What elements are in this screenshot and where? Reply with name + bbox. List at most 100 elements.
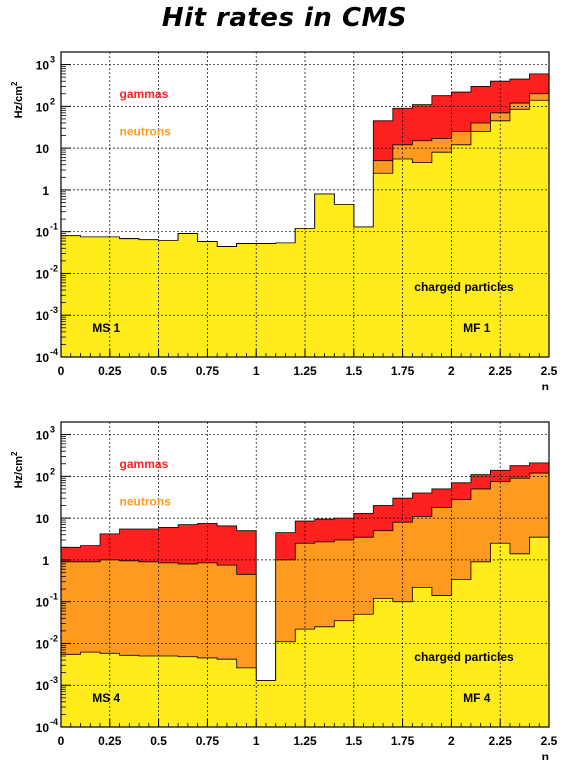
legend-neutrons: neutrons	[120, 495, 172, 509]
legend: gammas neutrons charged particles	[120, 457, 514, 664]
bar-charged-particles-0	[61, 235, 81, 357]
station-label-mf: MF 4	[463, 691, 491, 705]
bar-charged-particles-9	[236, 667, 257, 727]
y-tick-exp: -1	[50, 222, 58, 232]
bar-charged-particles-1	[80, 236, 101, 357]
series-charged-particles	[61, 87, 550, 358]
bar-charged-particles-13	[314, 193, 335, 357]
outline-charged-particles	[61, 87, 550, 247]
x-tick-label-5: 1.25	[293, 364, 317, 378]
x-tick-label-1: 0.25	[98, 364, 122, 378]
x-tick-label-4: 1	[253, 734, 260, 748]
bar-charged-particles-8	[217, 659, 237, 727]
y-axis-label: Hz/cm2	[10, 81, 25, 118]
x-tick-label-0: 0	[58, 364, 65, 378]
y-tick-base: 10	[36, 351, 50, 365]
bar-charged-particles-3	[119, 655, 140, 727]
legend-charged-particles: charged particles	[414, 280, 514, 294]
x-tick-label-9: 2.25	[489, 364, 513, 378]
y-tick-label-4: 10 -1	[36, 222, 58, 240]
series-charged-particles	[61, 522, 550, 727]
bar-charged-particles-15	[353, 226, 374, 357]
y-tick-exp: -4	[50, 717, 58, 727]
y-tick-exp: 2	[50, 96, 55, 106]
y-tick-label-3: 1	[42, 184, 49, 198]
x-axis: 0 0.25 0.5 0.75 1 1.25 1.5 1.75 2 2.25 2.5 η	[58, 349, 558, 390]
bar-charged-particles-22	[490, 120, 510, 357]
x-tick-label-3: 0.75	[196, 734, 220, 748]
bar-charged-particles-21	[470, 561, 491, 727]
y-tick-label-7: 10 -4	[36, 717, 58, 735]
x-tick-label-9: 2.25	[489, 734, 513, 748]
bar-charged-particles-3	[119, 238, 140, 357]
bar-charged-particles-20	[451, 579, 471, 727]
gridlines	[61, 52, 549, 357]
y-tick-label-2: 10	[36, 142, 50, 156]
y-tick-base: 1	[42, 184, 49, 198]
y-tick-base: 10	[36, 596, 50, 610]
y-tick-base: 10	[36, 679, 50, 693]
y-tick-exp: -2	[50, 633, 58, 643]
y-tick-base: 10	[36, 470, 50, 484]
x-tick-label-2: 0.5	[150, 364, 167, 378]
legend-gammas: gammas	[120, 87, 169, 101]
x-tick-label-10: 2.5	[541, 364, 558, 378]
bar-charged-particles-16	[373, 598, 393, 727]
bar-charged-particles-20	[451, 144, 471, 357]
bar-charged-particles-15	[353, 614, 374, 727]
x-tick-label-3: 0.75	[196, 364, 220, 378]
y-tick-label-6: 10 -3	[36, 675, 58, 693]
y-tick-base: 10	[36, 267, 50, 281]
x-tick-label-1: 0.25	[98, 734, 122, 748]
bar-charged-particles-6	[178, 656, 198, 727]
x-tick-label-10: 2.5	[541, 734, 558, 748]
outline-neutrons	[61, 468, 550, 681]
x-axis-label: η	[542, 380, 549, 390]
x-tick-label-4: 1	[253, 364, 260, 378]
bar-charged-particles-1	[80, 652, 101, 727]
bar-charged-particles-4	[139, 656, 159, 727]
y-tick-exp: -3	[50, 305, 58, 315]
bar-charged-particles-13	[314, 626, 335, 727]
bar-charged-particles-14	[334, 620, 354, 727]
x-tick-label-7: 1.75	[391, 734, 415, 748]
bar-charged-particles-6	[178, 233, 198, 357]
y-tick-base: 10	[36, 226, 50, 240]
x-tick-label-6: 1.5	[345, 734, 362, 748]
y-tick-base: 10	[36, 512, 50, 526]
bar-charged-particles-16	[373, 173, 393, 357]
bar-charged-particles-17	[392, 601, 413, 727]
y-tick-base: 10	[36, 100, 50, 114]
bar-charged-particles-18	[412, 162, 432, 357]
bar-charged-particles-23	[509, 553, 530, 727]
y-tick-exp: 3	[50, 425, 55, 435]
y-tick-exp: 2	[50, 466, 55, 476]
y-axis-label: Hz/cm2	[10, 451, 25, 488]
y-tick-label-7: 10 -4	[36, 347, 58, 365]
y-tick-exp: -2	[50, 263, 58, 273]
gridlines	[61, 422, 549, 727]
y-tick-label-5: 10 -2	[36, 263, 58, 281]
outline-charged-particles	[61, 522, 550, 681]
bar-charged-particles-4	[139, 239, 159, 357]
y-tick-label-3: 1	[42, 554, 49, 568]
legend-neutrons: neutrons	[120, 125, 172, 139]
y-tick-label-1: 10 2	[36, 96, 55, 114]
y-tick-label-4: 10 -1	[36, 592, 58, 610]
y-tick-label-2: 10	[36, 512, 50, 526]
legend-gammas: gammas	[120, 457, 169, 471]
y-tick-exp: 3	[50, 55, 55, 65]
bar-charged-particles-7	[197, 657, 218, 727]
bar-charged-particles-10	[256, 243, 276, 357]
y-tick-label-1: 10 2	[36, 466, 55, 484]
x-axis: 0 0.25 0.5 0.75 1 1.25 1.5 1.75 2 2.25 2.5 η	[58, 719, 558, 760]
y-tick-label-0: 10 3	[36, 55, 55, 73]
y-tick-label-5: 10 -2	[36, 633, 58, 651]
bar-charged-particles-5	[158, 240, 179, 357]
station-label-ms: MS 4	[92, 691, 120, 705]
legend: gammas neutrons charged particles	[120, 87, 514, 294]
